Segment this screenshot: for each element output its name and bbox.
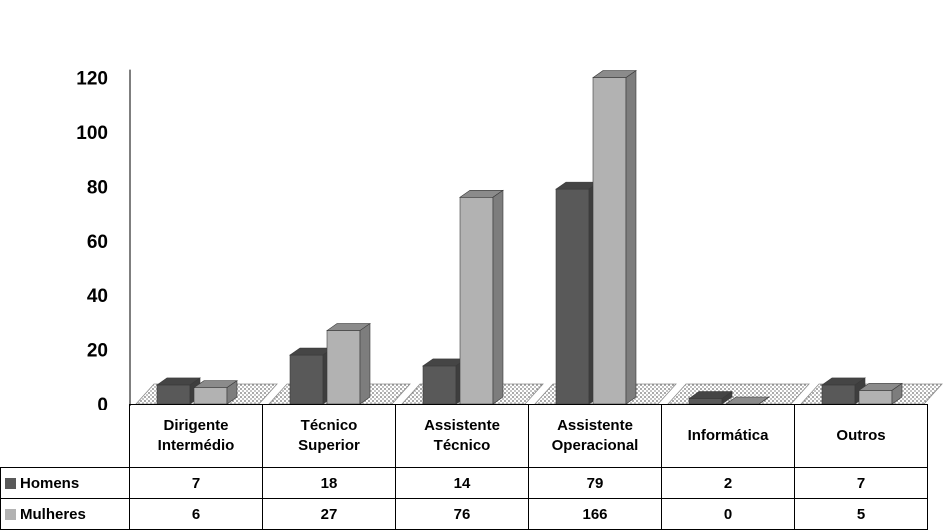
legend-swatch	[5, 477, 16, 489]
bar-mulheres	[193, 380, 238, 405]
bar-homens	[688, 390, 733, 405]
legend-label: Homens	[20, 474, 80, 492]
table-corner	[1, 405, 130, 468]
category-label-line: Intermédio	[157, 437, 235, 454]
bar-mulheres	[326, 322, 371, 405]
y-tick-label: 60	[87, 232, 108, 253]
bars	[156, 70, 903, 405]
data-label: 2	[661, 467, 795, 499]
legend-entry: Mulheres	[0, 498, 130, 530]
category-label: Dirigente Intermédio	[129, 404, 263, 468]
category-label-line: Técnico	[433, 437, 491, 454]
bar-homens	[555, 181, 600, 405]
legend-label: Mulheres	[20, 505, 86, 523]
category-label: Técnico Superior	[262, 404, 396, 468]
bar-mulheres	[858, 382, 903, 405]
category-label-line: Assistente	[424, 417, 500, 434]
table-row: Mulheres 6 27 76 166 0 5	[0, 498, 928, 530]
category-label-line: Informática	[687, 427, 769, 444]
category-label-line: Operacional	[551, 437, 639, 454]
category-label: Assistente Técnico	[395, 404, 529, 468]
y-axis: 0 20 40 60 80 100 120	[76, 69, 131, 410]
category-label-line: Técnico	[300, 417, 358, 434]
y-tick-label: 120	[76, 69, 108, 90]
data-label: 7	[129, 467, 263, 499]
data-label: 166	[528, 498, 662, 530]
legend-entry: Homens	[0, 467, 130, 499]
bar-chart: 0 20 40 60 80 100 120	[76, 69, 943, 410]
bar-mulheres	[592, 70, 637, 405]
y-tick-label: 0	[97, 395, 108, 410]
y-tick-label: 100	[76, 123, 108, 144]
data-label: 0	[661, 498, 795, 530]
bar-homens	[156, 377, 201, 405]
table-row: Homens 7 18 14 79 2 7	[0, 467, 928, 499]
data-table: Dirigente Intermédio Técnico Superior Assist…	[0, 404, 928, 530]
data-label: 5	[794, 498, 928, 530]
data-label: 14	[395, 467, 529, 499]
legend-swatch	[5, 508, 16, 520]
category-label: Assistente Operacional	[528, 404, 662, 468]
data-label: 18	[262, 467, 396, 499]
category-label: Informática	[661, 404, 795, 468]
y-tick-label: 80	[87, 177, 108, 198]
category-label: Outros	[794, 404, 928, 468]
y-tick-label: 40	[87, 286, 108, 307]
category-label-line: Outros	[836, 427, 886, 444]
data-label: 27	[262, 498, 396, 530]
category-row: Dirigente Intermédio Técnico Superior Assist…	[1, 404, 928, 468]
category-label-line: Superior	[298, 437, 360, 454]
y-tick-label: 20	[87, 341, 108, 362]
bar-mulheres	[459, 189, 504, 405]
category-label-line: Dirigente	[163, 417, 229, 434]
data-label: 7	[794, 467, 928, 499]
chart-floor	[135, 383, 943, 405]
data-label: 79	[528, 467, 662, 499]
bar-homens	[821, 377, 866, 405]
bar-homens	[289, 347, 334, 405]
bar-homens	[422, 358, 467, 405]
category-label-line: Assistente	[557, 417, 633, 434]
data-label: 76	[395, 498, 529, 530]
data-label: 6	[129, 498, 263, 530]
